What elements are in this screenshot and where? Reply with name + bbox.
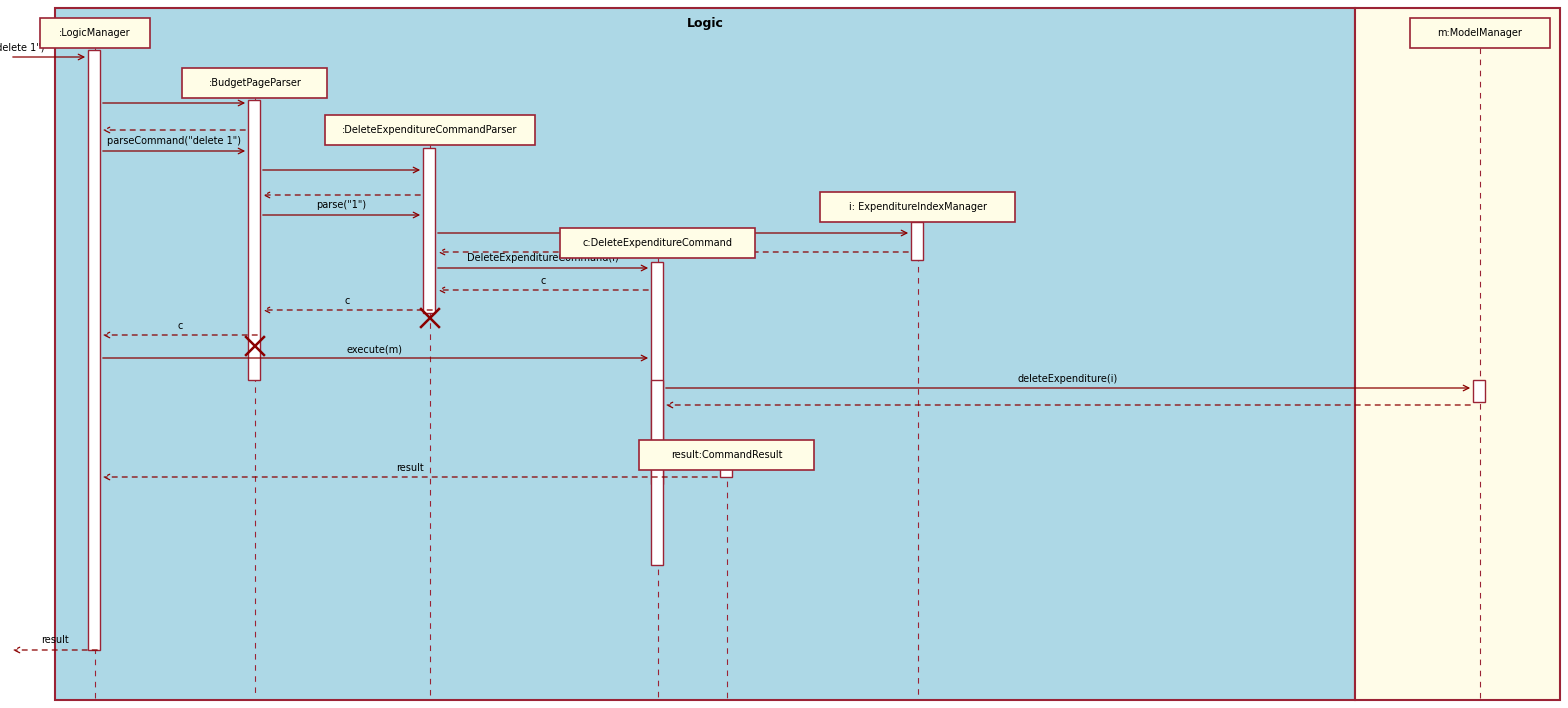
Bar: [640, 440, 814, 470]
Bar: [1472, 380, 1485, 402]
Text: DeleteExpenditureCommand(i): DeleteExpenditureCommand(i): [467, 253, 619, 263]
Bar: [651, 262, 663, 484]
Bar: [820, 192, 1016, 222]
Bar: [423, 148, 434, 313]
Text: result:CommandResult: result:CommandResult: [671, 450, 782, 460]
Bar: [88, 50, 100, 650]
Text: deleteExpenditure(i): deleteExpenditure(i): [1018, 374, 1118, 384]
Text: m:ModelManager: m:ModelManager: [1438, 28, 1523, 38]
Bar: [182, 68, 328, 98]
Text: execute(m): execute(m): [347, 344, 403, 354]
Bar: [911, 222, 924, 260]
Text: Model: Model: [1436, 18, 1479, 30]
Text: result: result: [397, 463, 423, 473]
Text: i: ExpenditureIndexManager: i: ExpenditureIndexManager: [848, 202, 986, 212]
Bar: [1355, 8, 1560, 700]
Text: c: c: [177, 321, 183, 331]
Bar: [1410, 18, 1551, 48]
Bar: [41, 18, 151, 48]
Text: parse("1"): parse("1"): [315, 200, 365, 210]
Text: c: c: [345, 296, 350, 306]
Text: result: result: [41, 635, 69, 645]
Text: c:DeleteExpenditureCommand: c:DeleteExpenditureCommand: [583, 238, 732, 248]
Bar: [651, 380, 663, 565]
Bar: [720, 455, 732, 477]
Bar: [55, 8, 1355, 700]
Text: execute("delete 1"): execute("delete 1"): [0, 42, 45, 52]
Text: :BudgetPageParser: :BudgetPageParser: [209, 78, 301, 88]
Text: :LogicManager: :LogicManager: [60, 28, 130, 38]
Text: :DeleteExpenditureCommandParser: :DeleteExpenditureCommandParser: [342, 125, 517, 135]
Text: Logic: Logic: [687, 18, 723, 30]
Bar: [560, 228, 756, 258]
Bar: [325, 115, 535, 145]
Text: parseCommand("delete 1"): parseCommand("delete 1"): [107, 136, 241, 146]
Text: c: c: [541, 276, 546, 286]
Bar: [248, 100, 260, 380]
